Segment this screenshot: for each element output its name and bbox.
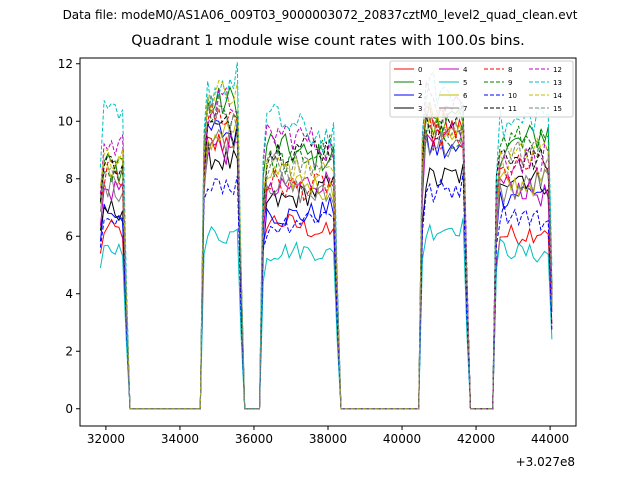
legend-label-14: 14 <box>553 92 562 100</box>
x-ticks: 32000 34000 36000 38000 40000 42000 44000 <box>87 426 569 446</box>
series-line-10 <box>99 172 553 410</box>
series-line-2 <box>99 119 553 410</box>
x-tick-label: 32000 <box>87 432 125 446</box>
x-tick-label: 38000 <box>309 432 347 446</box>
x-tick-label: 34000 <box>161 432 199 446</box>
y-ticks: 0 2 4 6 8 10 12 <box>58 57 80 416</box>
legend-label-15: 15 <box>553 105 562 113</box>
series-line-3 <box>99 140 553 410</box>
legend-label-11: 11 <box>508 105 517 113</box>
x-tick-label: 42000 <box>457 432 495 446</box>
series-line-1 <box>99 85 553 410</box>
legend-label-12: 12 <box>553 66 562 74</box>
y-tick-label: 2 <box>65 344 73 358</box>
y-tick-label: 6 <box>65 229 73 243</box>
series-line-0 <box>99 105 553 410</box>
legend-label-1: 1 <box>418 79 422 87</box>
y-tick-label: 4 <box>65 287 73 301</box>
series-line-5 <box>99 217 553 410</box>
legend-label-10: 10 <box>508 92 517 100</box>
legend-label-8: 8 <box>508 66 512 74</box>
series-line-8 <box>99 102 553 410</box>
legend-frame <box>389 60 574 118</box>
legend-label-5: 5 <box>463 79 467 87</box>
legend-label-0: 0 <box>418 66 422 74</box>
series-line-15 <box>99 94 553 410</box>
y-tick-label: 8 <box>65 172 73 186</box>
legend-label-3: 3 <box>418 105 422 113</box>
y-tick-label: 10 <box>58 114 73 128</box>
x-tick-label: 40000 <box>383 432 421 446</box>
legend-label-9: 9 <box>508 79 512 87</box>
series-line-11 <box>99 104 553 410</box>
x-tick-label: 44000 <box>531 432 569 446</box>
series-layer <box>99 62 553 410</box>
y-tick-label: 12 <box>58 57 73 71</box>
legend-label-6: 6 <box>463 92 468 100</box>
y-tick-label: 0 <box>65 402 73 416</box>
chart-title: Quadrant 1 module wise count rates with … <box>131 33 525 49</box>
legend-label-4: 4 <box>463 66 468 74</box>
figure-suptitle: Data file: modeM0/AS1A06_009T03_90000030… <box>62 8 578 22</box>
x-tick-label: 36000 <box>235 432 273 446</box>
x-offset-label: +3.027e8 <box>516 455 575 469</box>
legend-label-7: 7 <box>463 105 467 113</box>
legend-label-13: 13 <box>553 79 562 87</box>
legend-label-2: 2 <box>418 92 422 100</box>
